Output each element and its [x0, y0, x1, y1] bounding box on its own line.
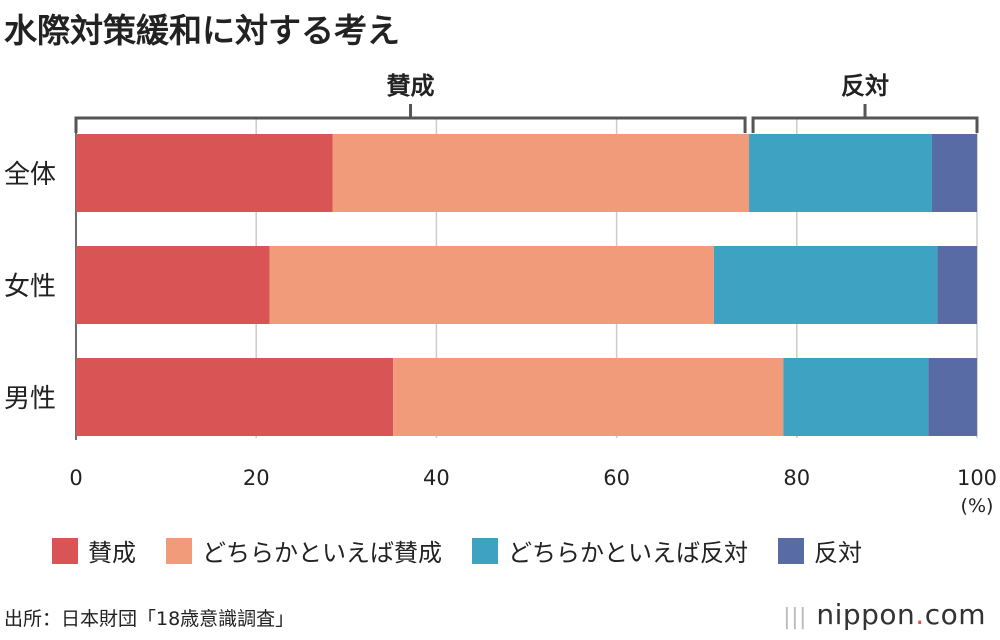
bar-segment: [393, 358, 784, 436]
x-tick-label: 20: [243, 466, 270, 490]
bar-segment: [713, 246, 938, 324]
x-tick-label: 60: [603, 466, 630, 490]
bar-segment: [931, 134, 977, 212]
legend-label: どちらかといえば賛成: [202, 539, 442, 567]
x-tick-label: 80: [783, 466, 810, 490]
bracket-label: 反対: [841, 72, 889, 100]
x-tick-label: 100: [957, 466, 997, 490]
x-unit-label: (%): [961, 495, 994, 517]
legend-swatch: [166, 538, 192, 564]
x-tick-label: 40: [423, 466, 450, 490]
bar-segment: [749, 134, 932, 212]
bar-segment: [269, 246, 714, 324]
legend-label: 賛成: [88, 539, 136, 567]
chart-title: 水際対策緩和に対する考え: [4, 11, 400, 50]
category-label: 女性: [4, 272, 56, 302]
legend-swatch: [52, 538, 78, 564]
legend-label: 反対: [814, 539, 862, 567]
legend-swatch: [778, 538, 804, 564]
category-label: 男性: [4, 384, 56, 414]
source-note: 出所：日本財団「18歳意識調査」: [4, 608, 295, 630]
bar-segment: [76, 246, 270, 324]
bracket-label: 賛成: [387, 72, 435, 100]
bar-segment: [937, 246, 977, 324]
legend-label: どちらかといえば反対: [508, 539, 748, 567]
category-label: 全体: [4, 160, 56, 190]
x-tick-label: 0: [69, 466, 82, 490]
bar-segment: [928, 358, 977, 436]
bracket: [74, 116, 747, 133]
nippon-logo: ||| nippon.com: [783, 598, 986, 631]
bracket: [751, 116, 979, 133]
bar-segment: [332, 134, 750, 212]
bar-segment: [76, 134, 333, 212]
bar-segment: [76, 358, 394, 436]
bar-segment: [783, 358, 929, 436]
legend-swatch: [472, 538, 498, 564]
